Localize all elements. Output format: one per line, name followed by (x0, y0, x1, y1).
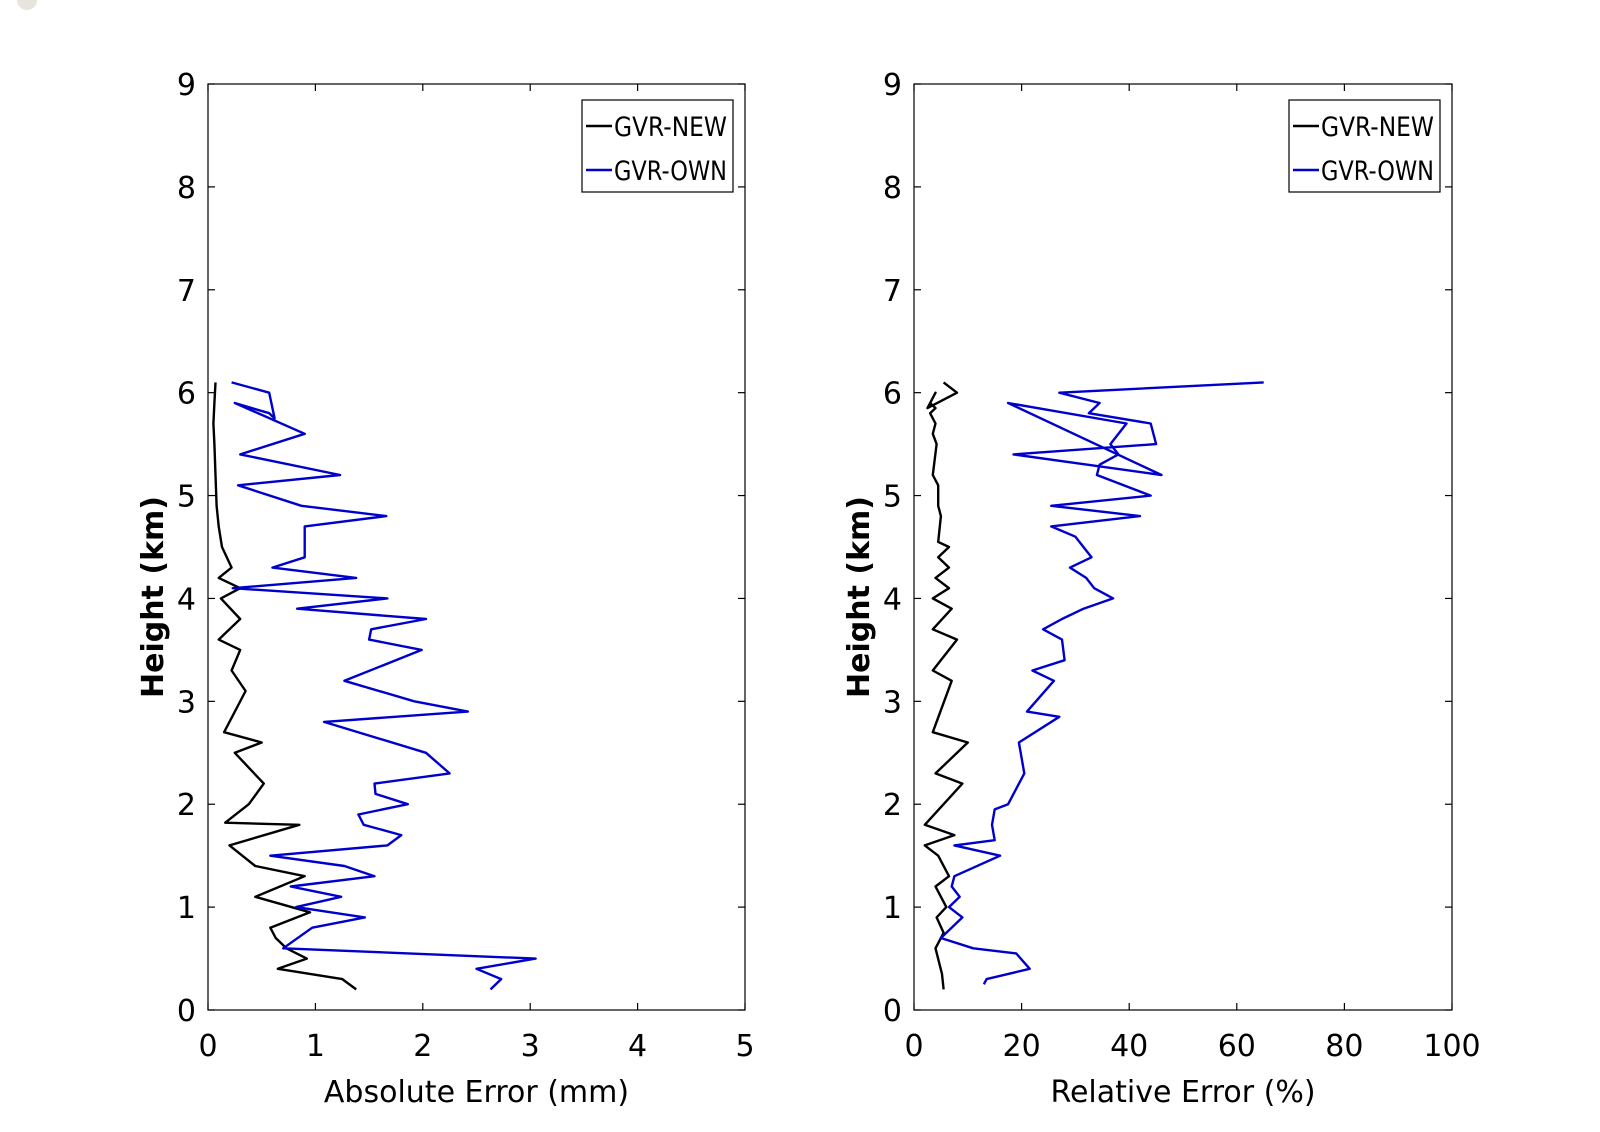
y-tick-label: 0 (883, 994, 902, 1029)
y-tick-label: 4 (177, 582, 196, 617)
x-axis-label: Absolute Error (mm) (324, 1075, 629, 1110)
legend: GVR-NEW GVR-OWN (581, 99, 734, 193)
y-axis-label: Height (km) (136, 496, 171, 698)
x-tick-label: 80 (1325, 1029, 1363, 1064)
x-tick-label: 100 (1423, 1029, 1480, 1064)
legend-box (1288, 99, 1441, 193)
y-tick-label: 9 (883, 68, 902, 103)
y-tick-label: 1 (177, 891, 196, 926)
legend-entry: GVR-OWN (1321, 156, 1434, 187)
y-tick-label: 6 (883, 377, 902, 412)
panel-relative-error: 0 1 2 3 4 5 6 7 8 9 0 20 40 60 80 100 Relative Error (%)… (842, 68, 1481, 1110)
x-tick-label: 40 (1110, 1029, 1148, 1064)
y-tick-label: 8 (177, 171, 196, 206)
plot-frame (913, 83, 1453, 1011)
legend-entry: GVR-NEW (1321, 112, 1434, 143)
legend: GVR-NEW GVR-OWN (1288, 99, 1441, 193)
y-tick-label: 2 (883, 788, 902, 823)
x-tick-label: 1 (306, 1029, 325, 1064)
x-tick-label: 4 (628, 1029, 647, 1064)
series-line-gvr-own (939, 381, 1264, 985)
legend-entry: GVR-NEW (614, 112, 727, 143)
x-tick-label: 0 (904, 1029, 923, 1064)
y-tick-label: 3 (177, 685, 196, 720)
legend-box (581, 99, 734, 193)
legend-entry: GVR-OWN (614, 156, 727, 187)
y-tick-label: 7 (883, 274, 902, 309)
y-tick-label: 4 (883, 582, 902, 617)
y-tick-label: 5 (177, 480, 196, 515)
x-tick-label: 20 (1003, 1029, 1041, 1064)
x-tick-label: 60 (1218, 1029, 1256, 1064)
x-tick-label: 3 (521, 1029, 540, 1064)
y-axis-label: Height (km) (842, 496, 877, 698)
y-tick-label: 7 (177, 274, 196, 309)
series-line-gvr-new (923, 381, 969, 990)
y-tick-label: 0 (177, 994, 196, 1029)
y-tick-label: 6 (177, 377, 196, 412)
y-tick-label: 3 (883, 685, 902, 720)
x-tick-label: 0 (198, 1029, 217, 1064)
plot-frame (207, 83, 746, 1011)
panel-absolute-error: 0 1 2 3 4 5 6 7 8 9 0 1 2 3 4 5 Absolute Error (mm) Heigh… (136, 68, 755, 1110)
x-axis-label: Relative Error (%) (1050, 1075, 1315, 1110)
y-tick-label: 2 (177, 788, 196, 823)
series-line-gvr-new (212, 382, 357, 991)
y-tick-label: 5 (883, 480, 902, 515)
y-tick-label: 8 (883, 171, 902, 206)
y-tick-label: 1 (883, 891, 902, 926)
series-line-gvr-own (231, 381, 537, 991)
y-tick-label: 9 (177, 68, 196, 103)
x-tick-label: 2 (413, 1029, 432, 1064)
x-tick-label: 5 (735, 1029, 754, 1064)
corner-dot (17, 0, 37, 10)
